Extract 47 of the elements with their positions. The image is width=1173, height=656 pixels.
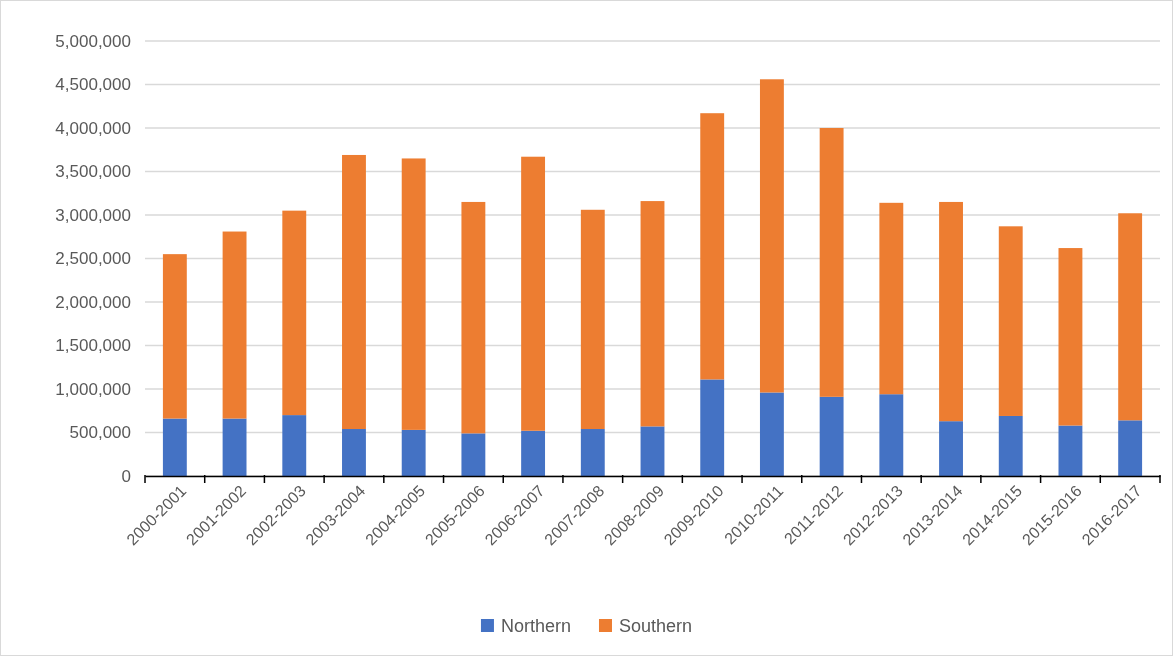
- y-tick-label: 0: [121, 466, 131, 486]
- bar: [580, 209, 605, 430]
- legend-label: Northern: [500, 616, 571, 637]
- y-tick-label: 1,500,000: [55, 336, 131, 356]
- y-tick-label: 3,500,000: [55, 162, 131, 182]
- bar: [759, 79, 784, 393]
- bar: [461, 201, 486, 434]
- bar: [759, 392, 784, 476]
- bar: [640, 426, 665, 476]
- bar: [879, 394, 904, 476]
- bar: [342, 429, 366, 476]
- bar: [700, 379, 725, 476]
- bar: [1118, 213, 1143, 421]
- y-tick-label: 2,000,000: [55, 292, 131, 312]
- bar: [162, 254, 187, 419]
- bar: [939, 421, 963, 476]
- y-tick-label: 4,500,000: [55, 75, 131, 95]
- bar: [521, 430, 546, 476]
- y-tick-label: 1,000,000: [55, 379, 131, 399]
- bar: [1118, 420, 1143, 476]
- y-tick-label: 500,000: [69, 423, 131, 443]
- bar: [1058, 425, 1083, 476]
- y-tick-label: 5,000,000: [55, 31, 131, 51]
- bar: [282, 415, 307, 476]
- bar: [342, 154, 366, 430]
- y-tick-label: 4,000,000: [55, 118, 131, 138]
- bar: [461, 433, 486, 476]
- bar: [580, 429, 605, 476]
- bar: [998, 226, 1023, 416]
- bar: [819, 128, 844, 397]
- bar: [879, 202, 904, 395]
- bar: [939, 201, 963, 422]
- legend-label: Southern: [618, 616, 693, 637]
- bar: [401, 158, 426, 430]
- bar: [1058, 248, 1083, 426]
- bar: [819, 396, 844, 476]
- bar: [222, 418, 247, 476]
- bar: [401, 429, 426, 476]
- bar: [521, 156, 546, 431]
- bar: [700, 113, 725, 380]
- bar: [640, 201, 665, 427]
- bar: [998, 415, 1023, 476]
- y-tick-label: 2,500,000: [55, 249, 131, 269]
- y-tick-label: 3,000,000: [55, 205, 131, 225]
- bar: [282, 210, 307, 416]
- bar: [162, 418, 187, 476]
- bar: [222, 231, 247, 419]
